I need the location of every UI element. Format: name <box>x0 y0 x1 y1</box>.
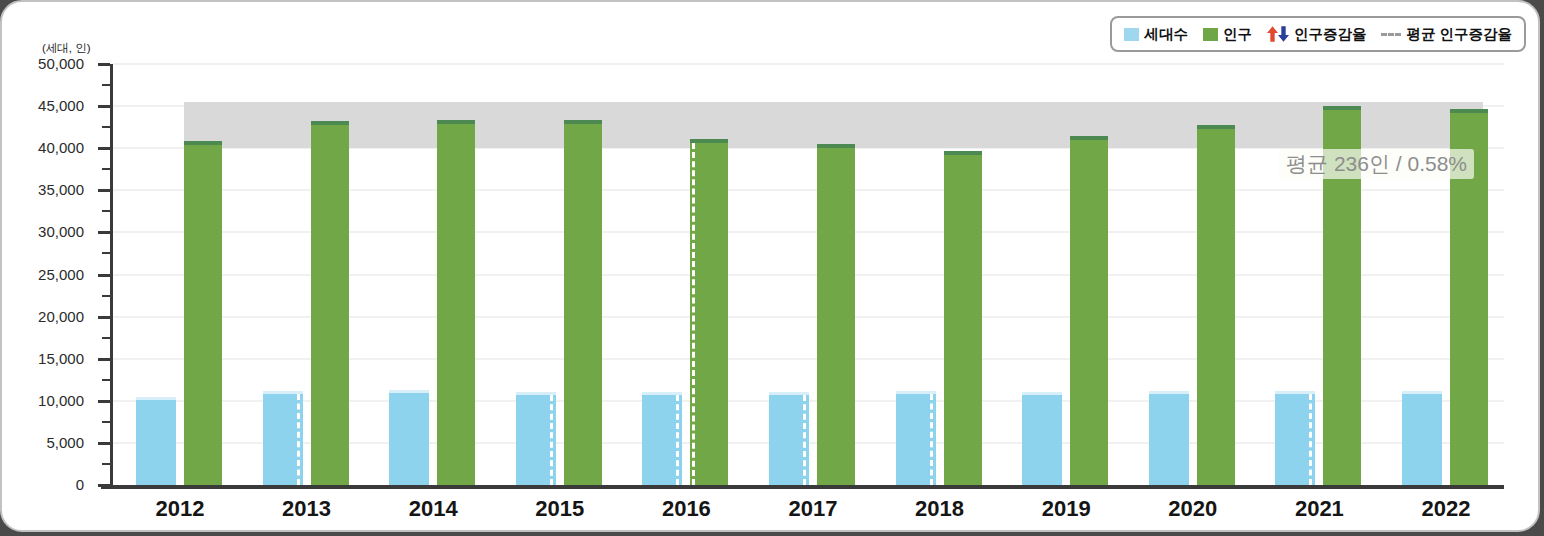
population-bar-2015[interactable] <box>564 120 602 485</box>
year-label-2020: 2020 <box>1138 496 1248 522</box>
legend-label-average-change-rate: 평균 인구증감율 <box>1406 25 1512 44</box>
y-tick-label-15000: 15,000 <box>22 350 84 367</box>
y-minor-tick-37500 <box>102 168 110 170</box>
population-chart-widget: 세대수 인구 인구증감율 평균 인구증감율 (세대, 인) 평균 236인 / … <box>0 0 1540 532</box>
year-label-2018: 2018 <box>885 496 995 522</box>
y-tick-label-35000: 35,000 <box>22 181 84 198</box>
y-major-tick-40000 <box>98 147 110 150</box>
y-minor-tick-7500 <box>102 421 110 423</box>
x-axis-line <box>101 485 1504 489</box>
household-bar-2019[interactable] <box>1022 392 1062 485</box>
legend-item-population[interactable]: 인구 <box>1203 25 1252 44</box>
population-bar-2013[interactable] <box>311 121 349 485</box>
year-label-2017: 2017 <box>758 496 868 522</box>
y-major-tick-50000 <box>98 63 110 66</box>
legend-label-change-rate: 인구증감율 <box>1294 25 1367 44</box>
y-tick-label-25000: 25,000 <box>22 266 84 283</box>
household-change-dash-2016 <box>676 395 679 485</box>
population-change-dash-2016 <box>692 143 695 485</box>
y-tick-label-45000: 45,000 <box>22 97 84 114</box>
y-axis-unit-label: (세대, 인) <box>42 41 91 56</box>
year-label-2012: 2012 <box>125 496 235 522</box>
population-bar-2019[interactable] <box>1070 136 1108 485</box>
population-swatch-icon <box>1203 28 1218 41</box>
chart-legend: 세대수 인구 인구증감율 평균 인구증감율 <box>1110 16 1526 52</box>
household-change-dash-2021 <box>1309 394 1312 485</box>
legend-label-population: 인구 <box>1223 25 1252 44</box>
y-minor-tick-27500 <box>102 252 110 254</box>
household-bar-2014[interactable] <box>389 390 429 485</box>
household-bar-2020[interactable] <box>1149 391 1189 485</box>
population-bar-2017[interactable] <box>817 144 855 485</box>
household-change-dash-2015 <box>550 395 553 485</box>
y-tick-label-50000: 50,000 <box>22 55 84 72</box>
population-bar-2020[interactable] <box>1197 125 1235 485</box>
household-bar-2022[interactable] <box>1402 391 1442 485</box>
year-label-2019: 2019 <box>1011 496 1121 522</box>
y-major-tick-15000 <box>98 358 110 361</box>
up-down-arrows-icon <box>1267 26 1289 42</box>
y-major-tick-35000 <box>98 189 110 192</box>
y-tick-label-30000: 30,000 <box>22 223 84 240</box>
y-tick-label-10000: 10,000 <box>22 392 84 409</box>
y-minor-tick-42500 <box>102 126 110 128</box>
y-minor-tick-12500 <box>102 379 110 381</box>
legend-label-households: 세대수 <box>1144 25 1188 44</box>
population-bar-2014[interactable] <box>437 120 475 485</box>
y-tick-label-20000: 20,000 <box>22 308 84 325</box>
legend-item-households[interactable]: 세대수 <box>1124 25 1188 44</box>
y-minor-tick-32500 <box>102 210 110 212</box>
legend-item-change-rate[interactable]: 인구증감율 <box>1267 25 1367 44</box>
population-bar-2016[interactable] <box>690 139 728 485</box>
year-label-2015: 2015 <box>505 496 615 522</box>
year-label-2021: 2021 <box>1264 496 1374 522</box>
y-major-tick-5000 <box>98 442 110 445</box>
average-band-label: 평균 236인 / 0.58% <box>1279 149 1474 179</box>
gridline-50000 <box>113 63 1504 65</box>
household-change-dash-2013 <box>297 394 300 485</box>
y-major-tick-20000 <box>98 316 110 319</box>
y-axis-line <box>110 64 113 489</box>
y-minor-tick-2500 <box>102 463 110 465</box>
y-minor-tick-22500 <box>102 295 110 297</box>
legend-item-average-change-rate[interactable]: 평균 인구증감율 <box>1381 25 1512 44</box>
y-tick-label-5000: 5,000 <box>22 434 84 451</box>
year-label-2013: 2013 <box>252 496 362 522</box>
y-minor-tick-47500 <box>102 84 110 86</box>
population-bar-2018[interactable] <box>944 151 982 485</box>
y-minor-tick-17500 <box>102 337 110 339</box>
dashed-line-icon <box>1381 33 1401 36</box>
population-bar-2012[interactable] <box>184 141 222 485</box>
y-major-tick-25000 <box>98 274 110 277</box>
y-major-tick-30000 <box>98 231 110 234</box>
y-tick-label-40000: 40,000 <box>22 139 84 156</box>
year-label-2014: 2014 <box>378 496 488 522</box>
y-major-tick-10000 <box>98 400 110 403</box>
y-major-tick-45000 <box>98 105 110 108</box>
year-label-2016: 2016 <box>631 496 741 522</box>
household-change-dash-2018 <box>930 394 933 485</box>
y-tick-label-0: 0 <box>22 476 84 493</box>
household-change-dash-2017 <box>803 395 806 485</box>
household-bar-2012[interactable] <box>136 397 176 485</box>
households-swatch-icon <box>1124 28 1139 41</box>
year-label-2022: 2022 <box>1391 496 1501 522</box>
average-band <box>184 102 1483 148</box>
